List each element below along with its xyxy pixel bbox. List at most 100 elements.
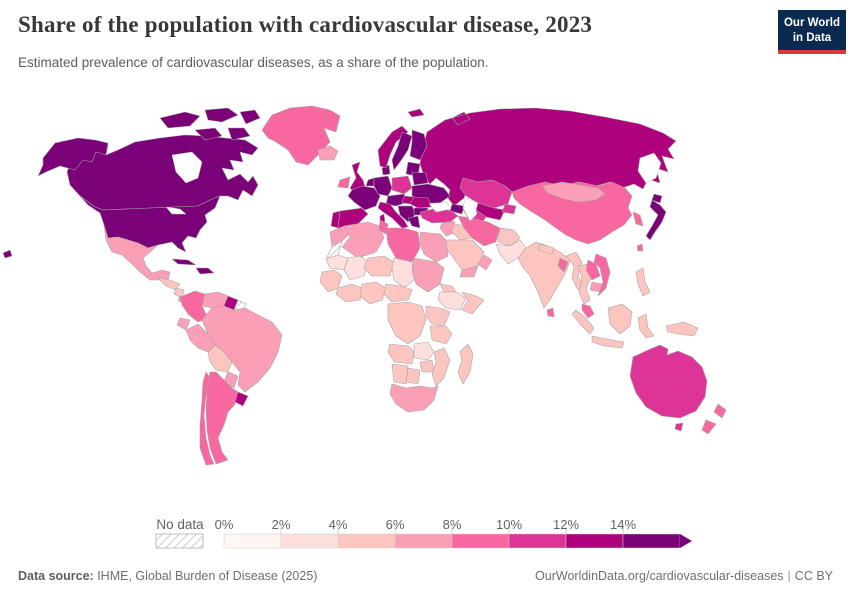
country-low-countries[interactable] — [365, 177, 375, 187]
owid-link[interactable]: OurWorldinData.org/cardiovascular-diseas… — [535, 569, 784, 583]
legend-segment-10[interactable] — [508, 533, 567, 549]
country-nigeria[interactable] — [359, 281, 387, 305]
country-tanzania[interactable] — [429, 325, 453, 345]
country-zambia[interactable] — [413, 341, 435, 361]
country-nepal[interactable] — [537, 243, 555, 255]
country-kyrgyzstan-tajikistan[interactable] — [501, 203, 517, 215]
country-taiwan[interactable] — [636, 243, 644, 252]
legend-segment-12[interactable] — [565, 533, 624, 549]
country-eritrea-djibouti[interactable] — [439, 283, 457, 293]
country-sweden[interactable] — [391, 131, 413, 171]
country-botswana[interactable] — [405, 367, 421, 385]
footer-separator: | — [787, 569, 791, 583]
legend-tick-label: 10% — [496, 517, 522, 532]
country-alaska[interactable] — [37, 137, 109, 177]
chart-footer: Data source: IHME, Global Burden of Dise… — [18, 569, 833, 583]
country-bolivia[interactable] — [207, 344, 233, 373]
legend-tick-label: 6% — [386, 517, 405, 532]
legend-segment-4[interactable] — [337, 533, 396, 549]
country-chad[interactable] — [391, 257, 415, 289]
country-mexico[interactable] — [103, 224, 171, 281]
country-oman[interactable] — [477, 254, 493, 271]
country-uganda-kenya[interactable] — [425, 305, 451, 327]
black-sea — [428, 201, 452, 213]
country-australia[interactable] — [629, 344, 708, 419]
country-iran[interactable] — [457, 215, 501, 247]
legend-segment-0[interactable] — [223, 533, 282, 549]
country-finland[interactable] — [409, 129, 428, 161]
legend-tick-label: 8% — [443, 517, 462, 532]
country-france[interactable] — [347, 185, 381, 211]
country-namibia[interactable] — [391, 363, 409, 385]
chart-subtitle: Estimated prevalence of cardiovascular d… — [18, 55, 489, 70]
country-philippines[interactable] — [635, 267, 651, 297]
country-south-africa[interactable] — [389, 383, 439, 413]
footer-links: OurWorldinData.org/cardiovascular-diseas… — [535, 569, 833, 583]
country-saudi-arabia[interactable] — [443, 239, 485, 271]
country-canada-arctic-islands[interactable] — [159, 107, 261, 141]
country-kazakhstan[interactable] — [459, 177, 513, 209]
country-hispaniola[interactable] — [195, 267, 215, 275]
country-poland[interactable] — [391, 175, 413, 195]
country-bangladesh[interactable] — [557, 257, 569, 273]
country-ivory-coast-ghana[interactable] — [335, 283, 363, 303]
country-sri-lanka[interactable] — [546, 307, 555, 318]
countries-layer — [2, 105, 727, 466]
country-yemen[interactable] — [459, 265, 479, 278]
country-sudan[interactable] — [411, 257, 445, 293]
country-korea[interactable] — [632, 211, 644, 227]
country-mongolia[interactable] — [541, 181, 606, 203]
country-tasmania[interactable] — [674, 422, 684, 432]
page-title: Share of the population with cardiovascu… — [18, 12, 593, 37]
country-cameroon-car[interactable] — [383, 283, 413, 303]
legend-no-data-swatch[interactable] — [155, 533, 204, 549]
country-papua-new-guinea[interactable] — [665, 321, 699, 337]
country-angola[interactable] — [387, 343, 415, 365]
country-ethiopia[interactable] — [437, 291, 467, 311]
country-morocco[interactable] — [329, 225, 353, 248]
country-egypt[interactable] — [419, 231, 449, 263]
country-greece[interactable] — [407, 215, 421, 229]
country-cuba[interactable] — [171, 258, 197, 266]
country-mali[interactable] — [343, 255, 369, 281]
country-china[interactable] — [511, 181, 633, 245]
country-niger[interactable] — [363, 255, 395, 277]
country-argentina[interactable] — [205, 371, 239, 465]
country-indonesia[interactable] — [571, 303, 655, 349]
country-algeria[interactable] — [341, 221, 385, 259]
legend-segment-14[interactable] — [622, 533, 681, 549]
license-link[interactable]: CC BY — [794, 569, 833, 583]
country-malaysia[interactable] — [581, 303, 595, 319]
country-romania[interactable] — [409, 196, 433, 209]
country-zimbabwe[interactable] — [419, 359, 435, 373]
country-hawaii[interactable] — [2, 249, 13, 259]
legend-no-data-label: No data — [156, 517, 204, 532]
country-uruguay[interactable] — [234, 391, 249, 407]
country-guatemala-honduras[interactable] — [157, 277, 181, 291]
country-ireland[interactable] — [337, 176, 351, 189]
country-iceland[interactable] — [317, 145, 339, 161]
legend-segment-8[interactable] — [451, 533, 510, 549]
legend-segment-6[interactable] — [394, 533, 453, 549]
country-chile[interactable] — [199, 371, 215, 466]
country-belarus[interactable] — [411, 171, 429, 186]
country-ecuador[interactable] — [176, 317, 191, 331]
country-drc[interactable] — [387, 301, 427, 345]
legend-segment-2[interactable] — [280, 533, 339, 549]
country-laos[interactable] — [585, 259, 601, 281]
country-libya[interactable] — [385, 227, 421, 263]
owid-logo-line2: in Data — [792, 31, 832, 44]
country-vietnam[interactable] — [593, 253, 611, 297]
country-new-zealand[interactable] — [701, 403, 727, 435]
country-tunisia[interactable] — [378, 219, 389, 235]
owid-logo[interactable]: Our World in Data — [778, 10, 846, 55]
country-mozambique[interactable] — [431, 347, 451, 387]
country-madagascar[interactable] — [457, 343, 474, 385]
country-svalbard[interactable] — [407, 108, 425, 118]
country-somalia[interactable] — [461, 291, 485, 315]
country-japan[interactable] — [645, 193, 667, 241]
country-afghanistan[interactable] — [497, 227, 521, 247]
country-india[interactable] — [517, 241, 571, 309]
